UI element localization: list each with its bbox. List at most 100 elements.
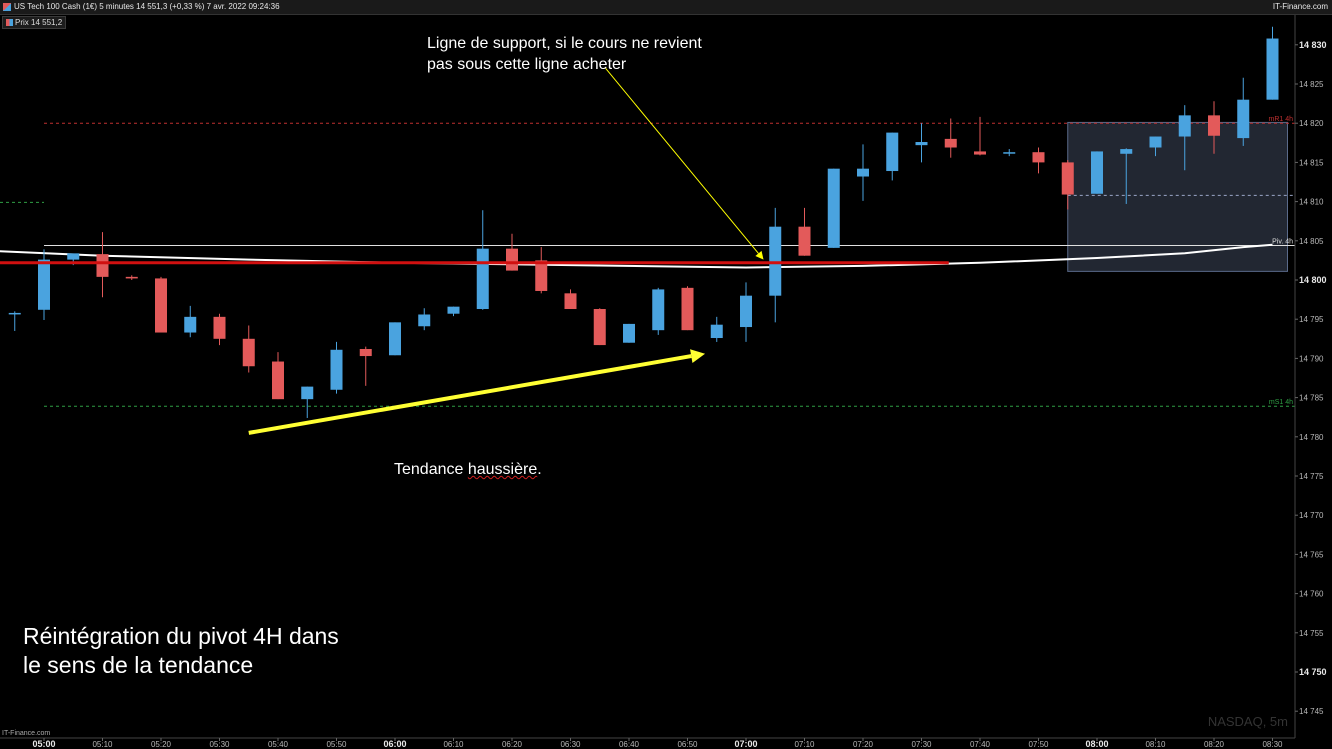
candle-body <box>857 168 869 177</box>
y-tick-label: 14 780 <box>1299 433 1324 442</box>
candle-body <box>1061 162 1074 195</box>
candle-body <box>1032 152 1045 163</box>
x-tick-label: 05:50 <box>326 740 347 749</box>
candle-body <box>447 306 460 314</box>
candle-body <box>184 316 197 333</box>
candle-body <box>944 138 957 148</box>
y-tick-label: 14 765 <box>1299 550 1324 559</box>
window-title: US Tech 100 Cash (1€) 5 minutes 14 551,3… <box>14 2 280 11</box>
candle-body <box>1237 99 1250 139</box>
x-tick-label: 06:40 <box>619 740 640 749</box>
candle-body <box>623 323 635 343</box>
candle-body <box>272 361 284 400</box>
candle-body <box>1120 149 1133 154</box>
candle-body <box>155 278 167 333</box>
trend-note: Tendance haussière. <box>394 459 542 480</box>
y-tick-label: 14 820 <box>1299 119 1324 128</box>
candle-body <box>710 324 723 339</box>
x-tick-label: 06:20 <box>502 740 523 749</box>
candle-body <box>1003 152 1016 154</box>
level-label: Piv. 4h <box>1272 239 1293 246</box>
x-tick-label: 07:00 <box>734 739 757 749</box>
x-tick-label: 05:20 <box>151 740 172 749</box>
candle-body <box>476 248 489 310</box>
candle-swatch-icon <box>6 19 13 26</box>
y-tick-label: 14 830 <box>1299 40 1327 50</box>
x-tick-label: 07:30 <box>911 740 932 749</box>
candle-body <box>301 386 314 400</box>
candle-body <box>652 289 665 331</box>
candle-body <box>769 226 782 296</box>
candle-body <box>359 348 372 357</box>
candle-body <box>1091 151 1103 194</box>
footer-brand: IT-Finance.com <box>2 730 51 737</box>
x-tick-label: 07:40 <box>970 740 991 749</box>
level-label: mR1 4h <box>1268 116 1293 123</box>
y-tick-label: 14 825 <box>1299 80 1324 89</box>
candle-body <box>67 253 80 260</box>
level-lines-layer: mR1 4h mS1 4h Piv. 4h <box>0 116 1295 407</box>
y-tick-label: 14 745 <box>1299 707 1324 716</box>
candle-body <box>125 276 138 279</box>
trend-arrow-shaft <box>248 354 692 435</box>
y-axis: 14 745 14 750 14 755 14 760 14 765 14 770 14 7… <box>1294 14 1327 738</box>
candle-body <box>740 295 752 328</box>
y-tick-label: 14 760 <box>1299 590 1324 599</box>
candle-body <box>1149 136 1162 148</box>
x-tick-label: 05:40 <box>268 740 289 749</box>
y-tick-label: 14 805 <box>1299 237 1324 246</box>
price-legend[interactable]: Prix 14 551,2 <box>2 16 67 29</box>
title-bar: US Tech 100 Cash (1€) 5 minutes 14 551,3… <box>0 0 1332 15</box>
candle-body <box>1208 115 1220 136</box>
x-tick-label: 06:30 <box>560 740 581 749</box>
trend-arrow-head <box>690 349 706 363</box>
y-tick-label: 14 815 <box>1299 158 1324 167</box>
trend-note-prefix: Tendance <box>394 461 468 478</box>
x-tick-label: 05:30 <box>209 740 230 749</box>
support-note: Ligne de support, si le cours ne revient… <box>427 35 702 73</box>
chart-window-icon <box>3 3 11 11</box>
candle-body <box>418 314 431 327</box>
y-tick-label: 14 800 <box>1299 275 1327 285</box>
candle-body <box>886 132 899 172</box>
y-tick-label: 14 790 <box>1299 354 1324 363</box>
candle-body <box>1178 115 1191 137</box>
support-pointer-line <box>605 68 759 254</box>
candle-body <box>681 287 694 331</box>
x-tick-label: 08:20 <box>1204 740 1225 749</box>
y-tick-label: 14 810 <box>1299 198 1324 207</box>
x-tick-label: 08:00 <box>1085 739 1108 749</box>
trend-note-suffix: . <box>537 461 542 478</box>
x-tick-label: 07:50 <box>1028 740 1049 749</box>
x-tick-label: 08:10 <box>1145 740 1166 749</box>
highlight-zone-layer <box>1067 121 1288 272</box>
candle-body <box>96 254 109 277</box>
x-tick-label: 05:00 <box>32 739 55 749</box>
brand-label: IT-Finance.com <box>1272 2 1328 11</box>
candle-body <box>593 309 606 346</box>
candle-body <box>506 248 518 271</box>
candles-layer <box>8 26 1279 418</box>
x-tick-label: 05:10 <box>92 740 113 749</box>
y-tick-label: 14 750 <box>1299 667 1327 677</box>
level-label: mS1 4h <box>1269 399 1293 406</box>
candle-body <box>798 226 811 256</box>
y-tick-label: 14 755 <box>1299 629 1324 638</box>
candle-body <box>974 151 986 155</box>
y-tick-label: 14 785 <box>1299 394 1324 403</box>
x-tick-label: 07:20 <box>853 740 874 749</box>
candle-body <box>564 293 577 310</box>
candle-body <box>38 259 50 310</box>
arrows-layer <box>248 68 764 435</box>
x-tick-label: 06:10 <box>443 740 464 749</box>
trend-note-word: haussière <box>467 461 538 478</box>
candle-body <box>1266 38 1279 100</box>
candle-body <box>827 168 840 248</box>
y-tick-label: 14 770 <box>1299 511 1324 520</box>
candle-body <box>389 322 401 356</box>
x-tick-label: 06:50 <box>677 740 698 749</box>
candle-body <box>242 338 255 367</box>
symbol-watermark: NASDAQ, 5m <box>1207 714 1288 729</box>
price-legend-label: Prix 14 551,2 <box>15 18 63 27</box>
